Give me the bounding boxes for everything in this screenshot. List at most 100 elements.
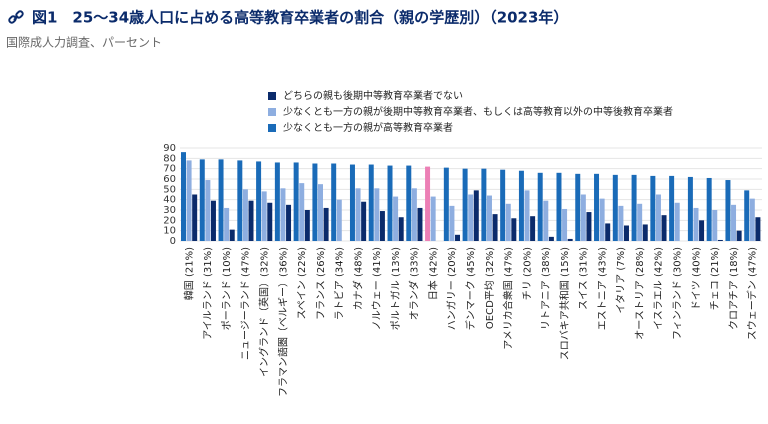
bar xyxy=(443,167,449,241)
y-tick-label: 80 xyxy=(163,153,176,164)
bar xyxy=(293,162,299,241)
x-tick-label: アメリカ合衆国 (47%) xyxy=(502,247,515,350)
x-tick-label: ノルウェー (41%) xyxy=(371,247,383,330)
bar xyxy=(669,175,675,241)
x-tick-label: イングランド（英国）(32%) xyxy=(257,247,270,377)
bar xyxy=(548,236,554,241)
bar xyxy=(304,210,310,241)
bar xyxy=(186,160,192,241)
bar xyxy=(575,173,581,241)
bar xyxy=(286,204,292,241)
bar xyxy=(731,204,737,241)
bar xyxy=(323,207,329,241)
legend-swatch xyxy=(268,108,276,116)
bar xyxy=(205,180,211,241)
bar xyxy=(706,177,712,241)
y-tick-label: 0 xyxy=(170,236,176,247)
x-tick-label: チェコ (21%) xyxy=(709,247,721,310)
legend-swatch xyxy=(268,124,276,132)
bar xyxy=(355,188,361,241)
bar xyxy=(425,166,431,241)
bar xyxy=(712,210,718,241)
bar xyxy=(580,194,586,241)
bar xyxy=(717,239,723,241)
x-tick-label: スロバキア共和国 (15%) xyxy=(559,247,571,360)
x-tick-label: オーストリア (28%) xyxy=(634,247,646,340)
link-icon xyxy=(8,10,24,24)
x-tick-label: アイルランド (31%) xyxy=(202,247,214,340)
y-tick-label: 30 xyxy=(163,205,176,216)
bar xyxy=(361,201,367,241)
x-tick-label: スイス (31%) xyxy=(579,247,590,310)
bar xyxy=(398,217,404,241)
bar xyxy=(192,194,198,241)
bar xyxy=(318,184,324,241)
x-tick-label: リトアニア (38%) xyxy=(541,247,552,330)
bar xyxy=(543,200,549,241)
bar xyxy=(744,190,750,241)
bar xyxy=(699,220,705,241)
chart-title: 図1 25〜34歳人口に占める高等教育卒業者の割合（親の学歴別）（2023年） xyxy=(32,9,568,27)
bar xyxy=(537,172,543,241)
bar xyxy=(655,194,661,241)
bar xyxy=(518,170,524,241)
bar xyxy=(637,203,643,241)
x-tick-label: ポーランド (10%) xyxy=(221,247,233,330)
bar xyxy=(218,159,224,241)
bar xyxy=(261,191,267,241)
bar xyxy=(605,223,611,241)
bar xyxy=(299,183,305,241)
bar xyxy=(368,164,374,241)
chart-subtitle: 国際成人力調査、パーセント xyxy=(6,36,162,50)
bar xyxy=(650,175,656,241)
bar xyxy=(274,162,280,241)
bar xyxy=(481,168,487,241)
bar xyxy=(674,202,680,241)
y-tick-label: 10 xyxy=(163,226,176,237)
bar xyxy=(468,194,474,241)
y-tick-label: 50 xyxy=(163,184,176,195)
x-tick-label: ニュージーランド (47%) xyxy=(240,247,252,360)
bar xyxy=(505,203,511,241)
x-tick-label: 韓国 (21%) xyxy=(183,247,195,300)
bar xyxy=(374,188,380,241)
bar xyxy=(349,164,355,241)
legend-label: どちらの親も後期中等教育卒業者でない xyxy=(283,89,463,102)
x-tick-label: ラトビア (34%) xyxy=(334,247,346,320)
bar xyxy=(661,215,667,241)
bar xyxy=(618,205,624,241)
x-tick-label: フィンランド (30%) xyxy=(672,247,684,340)
bar xyxy=(486,195,492,241)
y-tick-label: 40 xyxy=(163,195,176,206)
bar xyxy=(280,188,286,241)
bar xyxy=(393,196,399,241)
bar xyxy=(492,214,498,241)
bar xyxy=(379,211,385,241)
bar xyxy=(687,176,693,241)
bar xyxy=(336,199,342,241)
bar xyxy=(736,230,742,241)
bar xyxy=(473,190,479,241)
y-tick-label: 70 xyxy=(163,164,176,175)
legend-label: 少なくとも一方の親が高等教育卒業者 xyxy=(283,121,453,134)
x-tick-label: スペイン (22%) xyxy=(297,247,308,320)
bar xyxy=(462,168,468,241)
bar xyxy=(181,152,186,241)
bar xyxy=(256,161,262,241)
bar xyxy=(594,173,600,241)
x-tick-label: 日本 (42%) xyxy=(426,247,439,300)
bar xyxy=(406,165,412,241)
bar xyxy=(562,208,568,241)
x-tick-label: OECD平均 (32%) xyxy=(484,247,496,329)
x-tick-label: イタリア (7%) xyxy=(615,247,627,314)
bar xyxy=(237,160,243,241)
bar xyxy=(586,212,592,241)
bar xyxy=(199,159,205,241)
x-tick-label: イスラエル (42%) xyxy=(653,247,665,330)
bar xyxy=(631,174,637,241)
bar xyxy=(417,207,423,241)
bar xyxy=(556,172,562,241)
bar xyxy=(524,190,530,241)
